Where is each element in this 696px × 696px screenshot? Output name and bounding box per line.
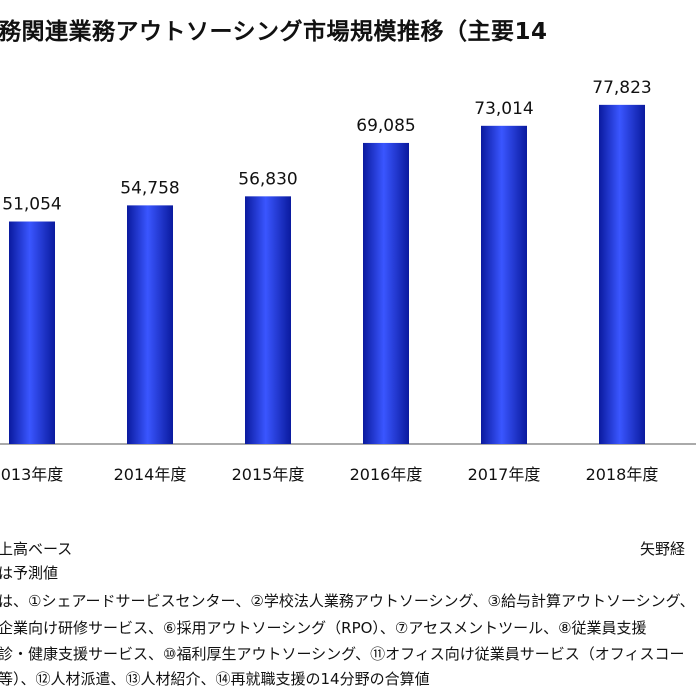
chart-title: 務関連業務アウトソーシング市場規模推移（主要14 bbox=[0, 19, 548, 45]
footnote-line-2: は、①シェアードサービスセンター、②学校法人業務アウトソーシング、③給与計算アウ… bbox=[0, 592, 695, 610]
footnote-line-1: は予測値 bbox=[0, 564, 59, 582]
source-label: 矢野経 bbox=[640, 540, 686, 558]
bar-0 bbox=[9, 221, 55, 444]
category-label-0: 013年度 bbox=[1, 465, 64, 484]
value-label-4: 73,014 bbox=[474, 99, 533, 119]
bar-chart: 51,054 54,758 56,830 69,085 73,014 77,823 013… bbox=[0, 78, 696, 484]
category-label-3: 2016年度 bbox=[350, 465, 423, 484]
bar-4 bbox=[481, 125, 527, 444]
footnote-line-3: 企業向け研修サービス、⑥採用アウトソーシング（RPO）、⑦アセスメントツール、⑧… bbox=[0, 619, 647, 637]
category-label-2: 2015年度 bbox=[232, 465, 305, 484]
bar-2 bbox=[245, 196, 291, 444]
category-label-4: 2017年度 bbox=[468, 465, 541, 484]
value-label-2: 56,830 bbox=[238, 169, 297, 189]
category-label-1: 2014年度 bbox=[114, 465, 187, 484]
footnote-line-0: 上高ベース bbox=[0, 540, 73, 558]
category-label-5: 2018年度 bbox=[586, 465, 659, 484]
footnote-line-5: 等）、⑫人材派遣、⑬人材紹介、⑭再就職支援の14分野の合算値 bbox=[0, 670, 430, 688]
bar-3 bbox=[363, 142, 409, 444]
bar-1 bbox=[127, 205, 173, 444]
value-label-1: 54,758 bbox=[120, 178, 179, 198]
value-label-3: 69,085 bbox=[356, 116, 415, 136]
bar-5 bbox=[599, 104, 645, 444]
value-label-5: 77,823 bbox=[592, 78, 651, 98]
value-label-0: 51,054 bbox=[2, 195, 61, 215]
footnote-line-4: 診・健康支援サービス、⑩福利厚生アウトソーシング、⑪オフィス向け従業員サービス（… bbox=[0, 645, 685, 663]
